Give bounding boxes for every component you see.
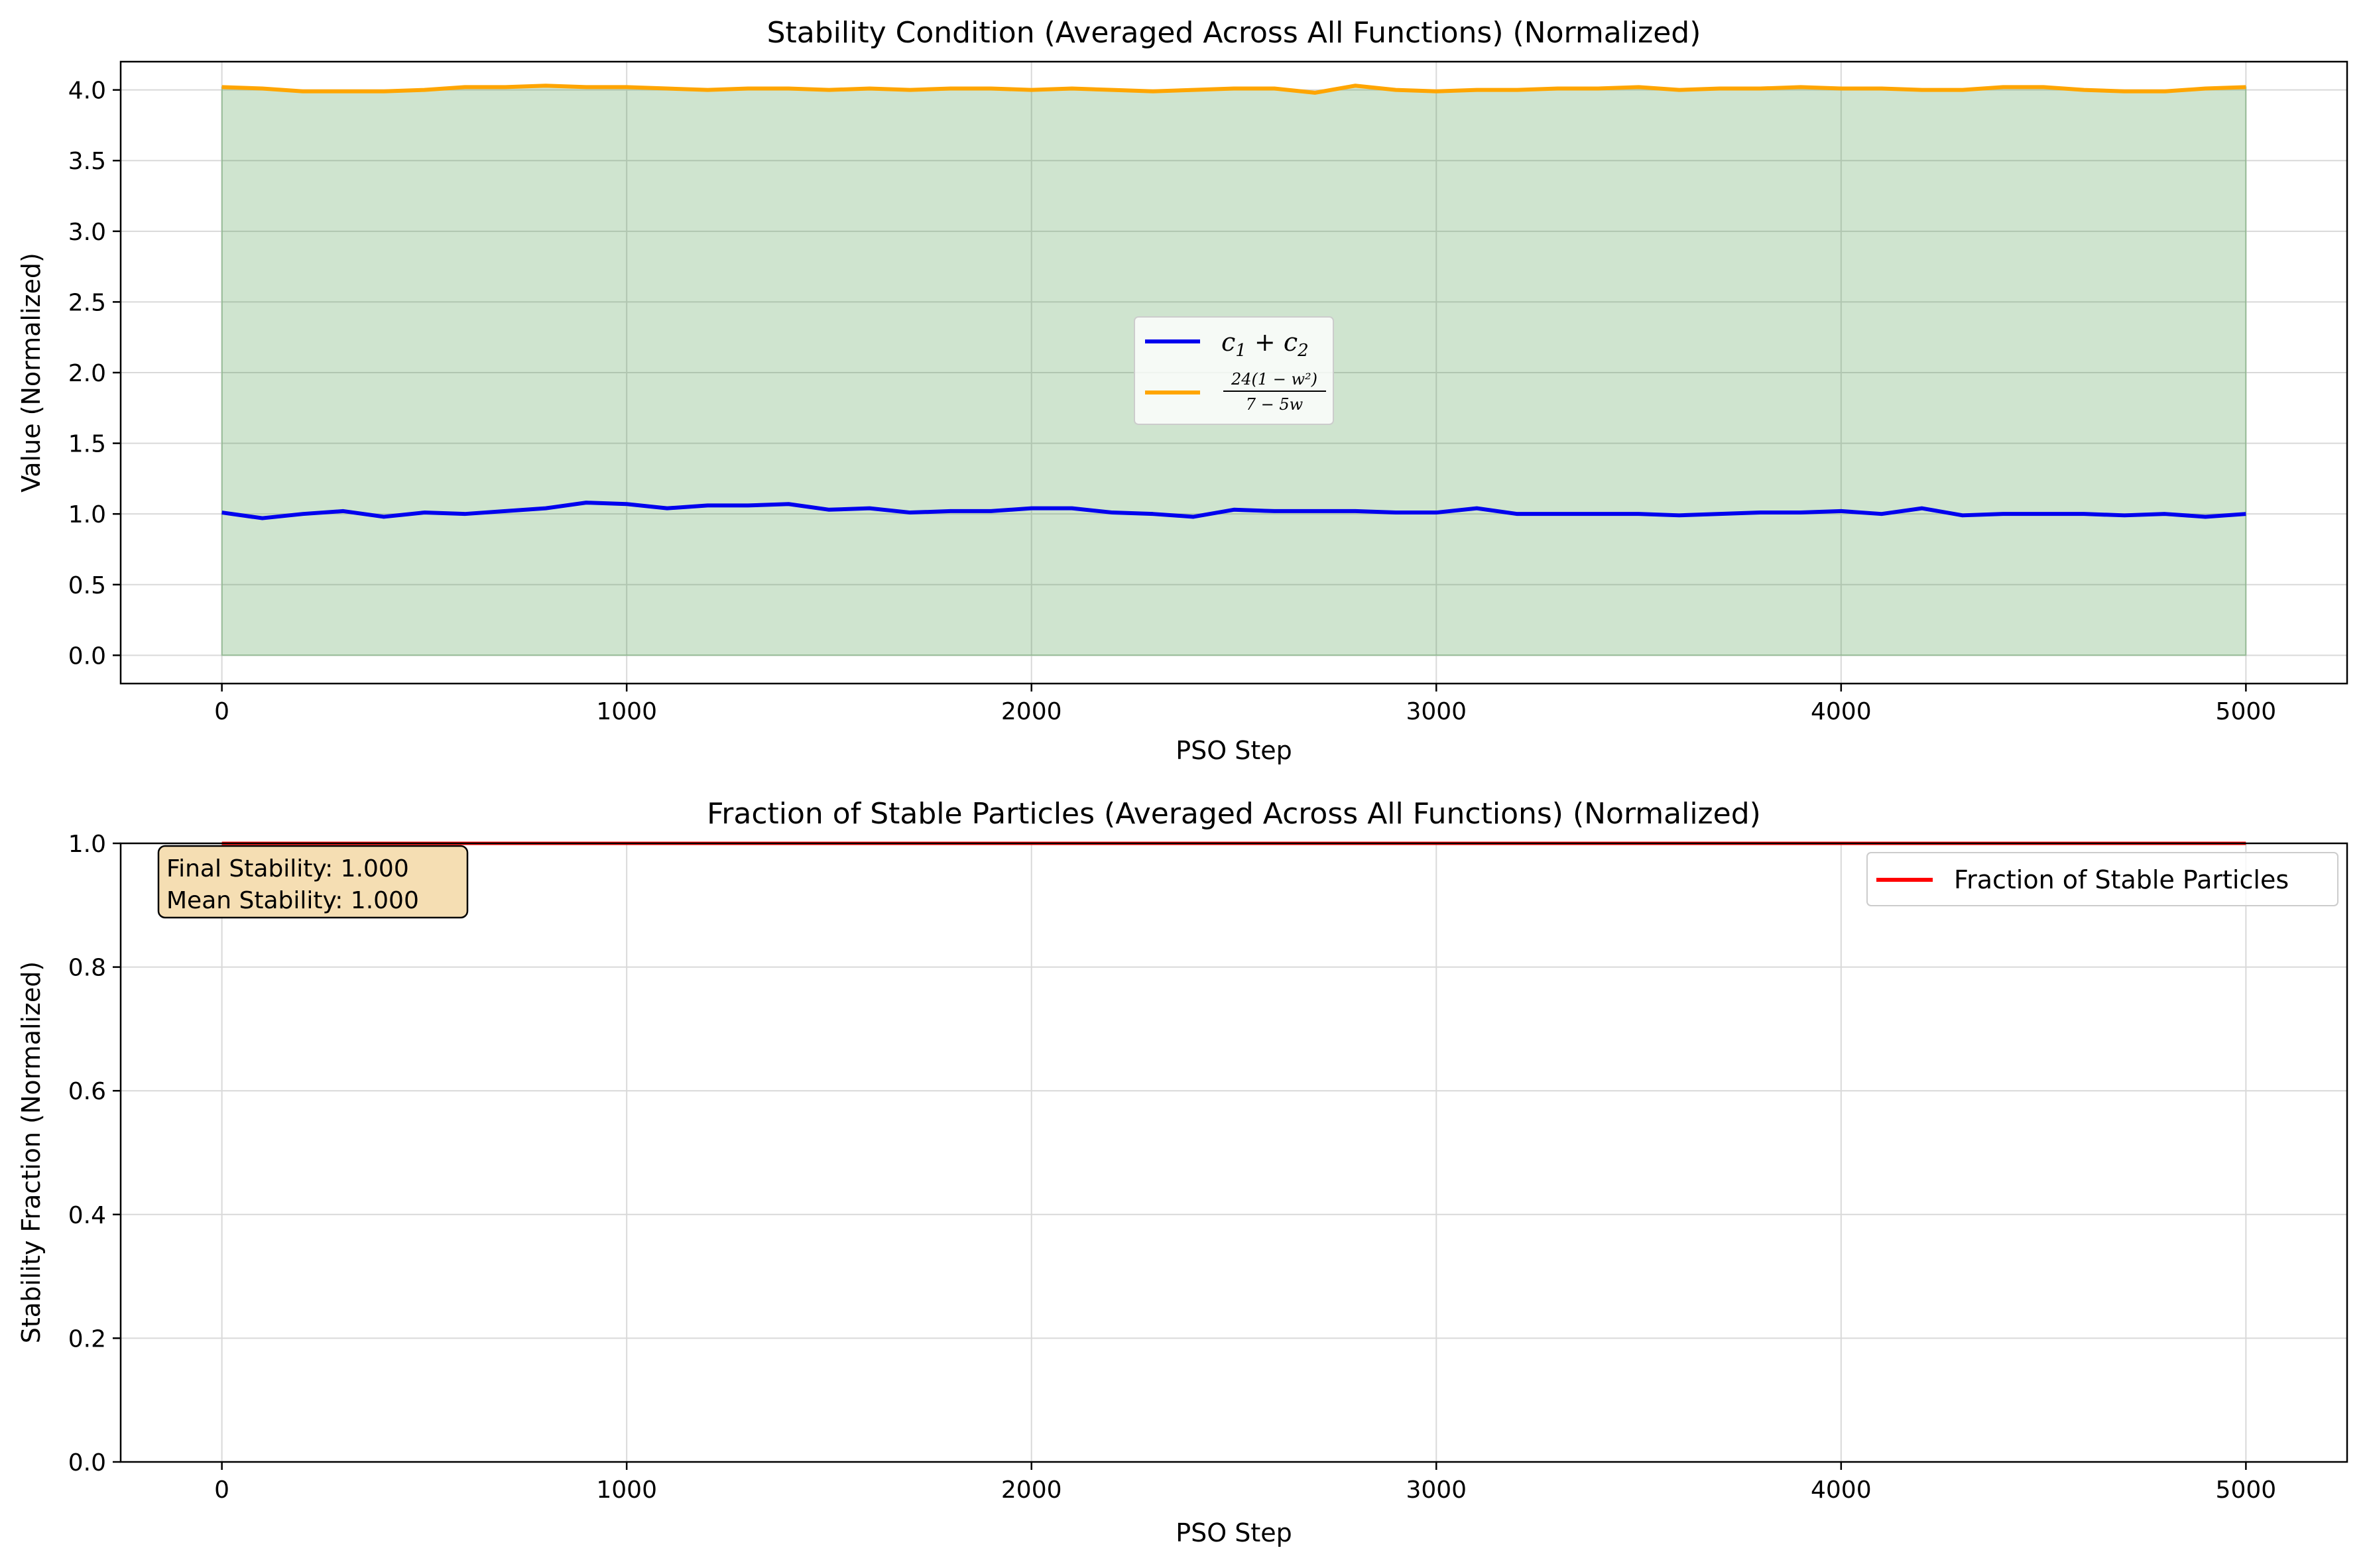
y-tick-label: 0.2 <box>68 1325 106 1353</box>
y-tick-label: 0.0 <box>68 1449 106 1477</box>
grid <box>121 843 2347 1463</box>
x-tick-label: 0 <box>214 698 229 725</box>
y-axis-label: Stability Fraction (Normalized) <box>17 961 46 1343</box>
y-tick-label: 1.0 <box>68 831 106 858</box>
y-tick-label: 0.6 <box>68 1078 106 1105</box>
y-tick-label: 4.0 <box>68 78 106 105</box>
legend: c1 + c2 24(1 − w²) 7 − 5w <box>1134 316 1334 425</box>
x-axis-label: PSO Step <box>1176 1518 1292 1547</box>
x-tick-label: 0 <box>214 1477 229 1504</box>
y-tick-label: 0.0 <box>68 642 106 670</box>
annotation-box <box>157 845 469 919</box>
final-stability-text: Final Stability: 1.000 <box>166 855 409 882</box>
y-tick-label: 3.5 <box>68 148 106 175</box>
y-tick-label: 0.5 <box>68 572 106 599</box>
series-stability-bound <box>221 84 2246 95</box>
tick-labels: 0 1000 2000 3000 4000 5000 0.0 0.2 0.4 0.6 0.8 1.0 <box>68 831 2276 1504</box>
x-tick-label: 1000 <box>596 698 657 725</box>
x-tick-label: 5000 <box>2216 1477 2277 1504</box>
x-tick-label: 5000 <box>2216 698 2277 725</box>
x-axis-label: PSO Step <box>1176 736 1292 765</box>
stability-condition-chart: Stability Condition (Averaged Across All… <box>17 16 2348 765</box>
chart-title: Fraction of Stable Particles (Averaged A… <box>707 797 1761 831</box>
legend-label-bound-denominator: 7 − 5w <box>1246 395 1304 414</box>
plot-frame <box>119 842 2348 1463</box>
legend: Fraction of Stable Particles <box>1866 852 2338 906</box>
mean-stability-text: Mean Stability: 1.000 <box>166 887 419 914</box>
y-tick-label: 2.0 <box>68 360 106 387</box>
legend-label-fraction-stable: Fraction of Stable Particles <box>1954 865 2289 894</box>
x-tick-label: 3000 <box>1406 698 1467 725</box>
y-tick-label: 2.5 <box>68 289 106 316</box>
stability-annotation: Final Stability: 1.000 Mean Stability: 1… <box>157 845 469 919</box>
tick-labels: 0 1000 2000 3000 4000 5000 0.0 0.5 1.0 1.5 2.0 2.5 3… <box>68 78 2276 725</box>
y-tick-label: 1.5 <box>68 431 106 458</box>
plot-frame <box>119 60 2348 685</box>
legend-box <box>1866 852 2338 906</box>
x-tick-label: 3000 <box>1406 1477 1467 1504</box>
y-tick-label: 3.0 <box>68 219 106 246</box>
stable-fraction-chart: Fraction of Stable Particles (Averaged A… <box>17 797 2348 1547</box>
x-tick-label: 4000 <box>1811 1477 1872 1504</box>
legend-box <box>1134 316 1334 425</box>
y-axis-label: Value (Normalized) <box>17 253 46 493</box>
grid <box>121 62 2347 684</box>
legend-label-bound-numerator: 24(1 − w²) <box>1231 370 1317 389</box>
legend-label-c1-plus-c2: c1 + c2 <box>1221 328 1309 361</box>
chart-title: Stability Condition (Averaged Across All… <box>767 16 1701 50</box>
y-tick-label: 0.8 <box>68 955 106 982</box>
y-tick-label: 0.4 <box>68 1202 106 1229</box>
x-tick-label: 1000 <box>596 1477 657 1504</box>
x-tick-label: 2000 <box>1001 1477 1062 1504</box>
x-tick-label: 4000 <box>1811 698 1872 725</box>
y-tick-label: 1.0 <box>68 501 106 528</box>
series-c1-plus-c2 <box>221 501 2246 520</box>
x-tick-label: 2000 <box>1001 698 1062 725</box>
